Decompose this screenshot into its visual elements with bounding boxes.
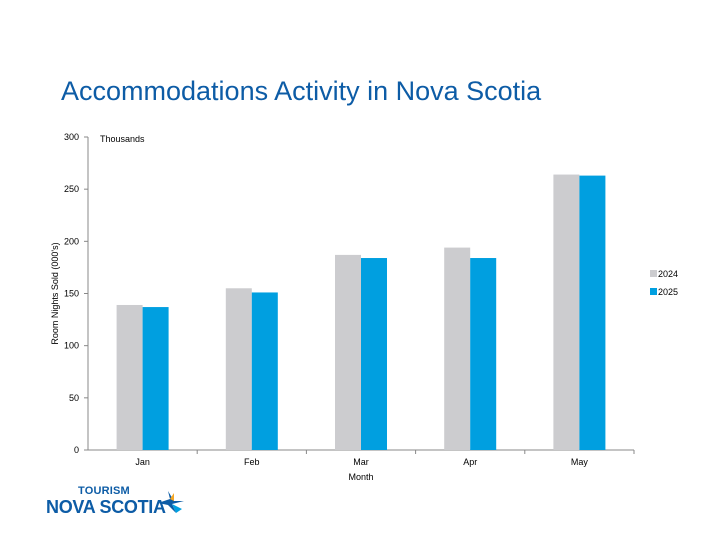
bar-2024-feb — [225, 288, 252, 450]
bar-2024-may — [553, 174, 580, 450]
bar-2025-feb — [251, 292, 278, 450]
bar-2025-mar — [361, 258, 387, 450]
y-tick-label: 0 — [74, 445, 79, 455]
x-tick-label: Jan — [135, 457, 150, 467]
legend-label-2025: 2025 — [658, 287, 678, 297]
x-axis-title: Month — [348, 472, 373, 482]
x-tick-label: Feb — [244, 457, 260, 467]
y-tick-label: 150 — [64, 289, 79, 299]
legend-label-2024: 2024 — [658, 269, 678, 279]
bar-2025-jan — [142, 307, 169, 450]
x-tick-label: May — [571, 457, 589, 467]
bar-2024-mar — [335, 254, 361, 450]
logo-tourism-text: TOURISM — [78, 485, 130, 497]
y-tick-label: 100 — [64, 341, 79, 351]
tourism-nova-scotia-logo: TOURISM NOVA SCOTIA — [46, 485, 186, 521]
y-axis-title: Room Nights Sold (000's) — [50, 242, 60, 344]
x-tick-label: Apr — [463, 457, 477, 467]
bar-2025-apr — [470, 258, 497, 450]
bar-2024-apr — [444, 247, 471, 450]
logo-nova-scotia-text: NOVA SCOTIA — [46, 497, 166, 517]
unit-label: Thousands — [100, 134, 145, 144]
y-tick-label: 50 — [69, 393, 79, 403]
page-title: Accommodations Activity in Nova Scotia — [61, 76, 542, 106]
y-tick-label: 200 — [64, 236, 79, 246]
bar-2024-jan — [116, 304, 143, 450]
y-tick-label: 250 — [64, 184, 79, 194]
x-tick-label: Mar — [353, 457, 369, 467]
bar-2025-may — [579, 175, 606, 450]
legend-swatch-2025 — [650, 288, 657, 295]
bird-icon — [158, 491, 184, 513]
legend-swatch-2024 — [650, 270, 657, 277]
y-tick-label: 300 — [64, 132, 79, 142]
